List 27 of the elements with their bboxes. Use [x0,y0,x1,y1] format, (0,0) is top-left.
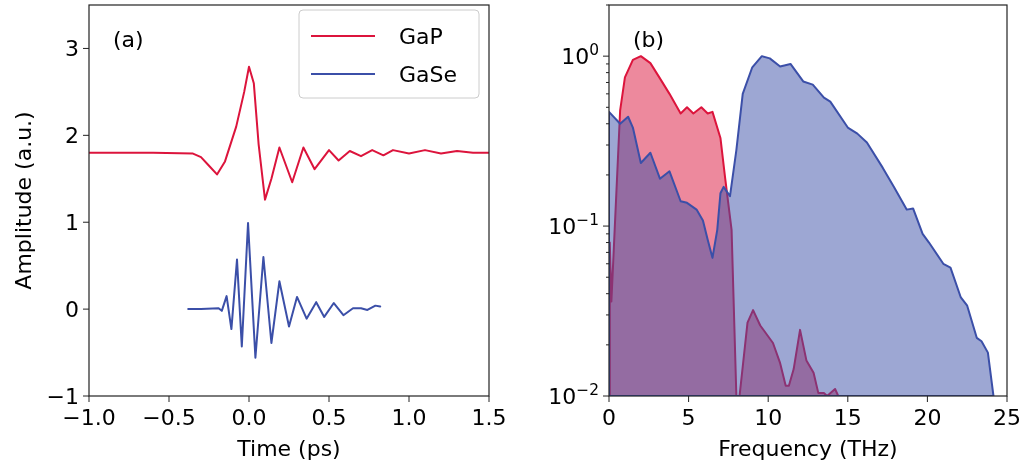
x-axis-title: Frequency (THz) [718,436,898,461]
y-tick-label: 10$^{−2}$ [548,381,599,409]
y-tick-label: 3 [65,36,79,62]
x-axis-title: Time (ps) [236,436,341,461]
legend-label: GaSe [399,62,458,87]
x-tick-label: 0 [602,405,616,430]
x-tick-label: 20 [913,405,942,430]
y-tick-label: 10$^{−1}$ [548,211,599,240]
x-tick-label: 10 [754,405,783,430]
y-tick-label: 1 [65,210,79,236]
x-tick-label: 15 [833,405,862,430]
legend-label: GaP [399,24,443,49]
x-tick-label: 0.0 [231,405,267,430]
x-tick-label: −0.5 [142,405,196,430]
annotation: (a) [113,27,144,52]
line-series [89,65,489,201]
line-series [187,222,382,359]
x-tick-label: 1.5 [471,405,507,430]
y-tick-label: 0 [65,297,79,323]
x-tick-label: 1.0 [391,405,427,430]
x-tick-label: 25 [993,405,1021,430]
annotation: (b) [633,27,665,52]
x-tick-label: 0.5 [311,405,347,430]
x-tick-label: 5 [681,405,696,430]
y-tick-label: 2 [65,123,79,149]
y-axis-title: Amplitude (a.u.) [11,111,36,290]
y-tick-label: 10$^{0}$ [561,41,599,70]
